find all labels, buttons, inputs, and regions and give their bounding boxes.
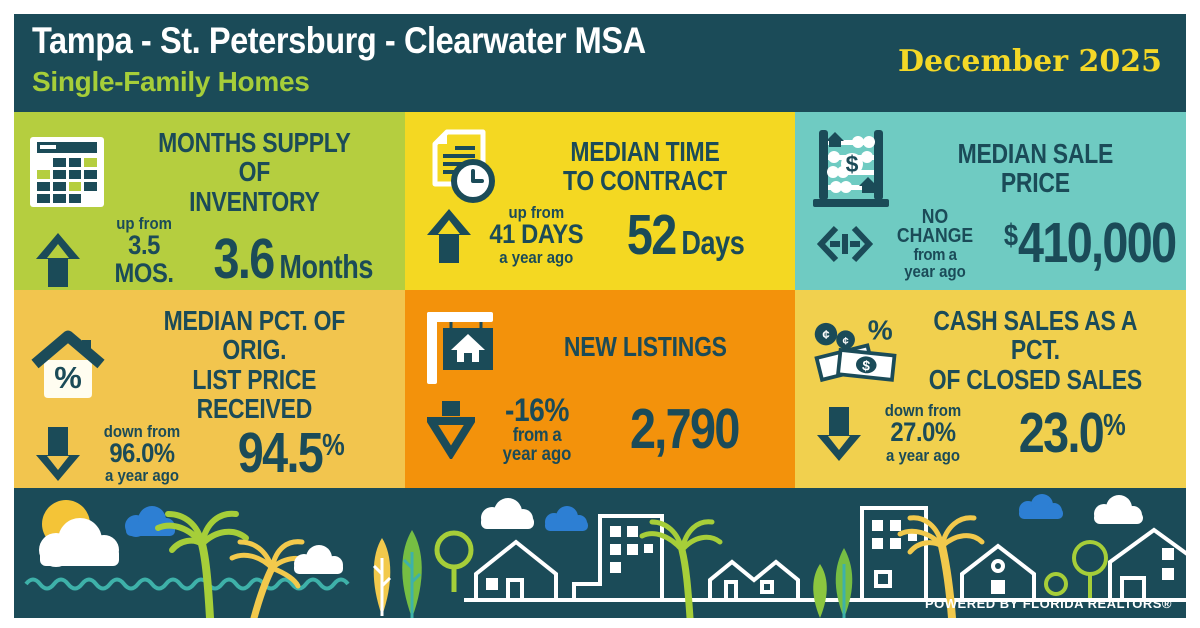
page-title: Tampa - St. Petersburg - Clearwater MSA	[32, 20, 646, 61]
metric-value: 3.6 Months	[213, 227, 374, 290]
year-ago-change: down from 96.0% a year ago	[103, 421, 181, 486]
teardrop-tree-icon	[813, 548, 853, 618]
svg-text:$: $	[862, 357, 872, 374]
cloud-icon	[481, 498, 534, 529]
year-ago-change: up from 3.5 MOS. a year ago	[107, 214, 181, 290]
metric-value: $410,000	[1004, 211, 1177, 276]
down-arrow-icon	[426, 400, 475, 459]
house-percent-icon: %	[30, 328, 116, 402]
round-tree-icon	[1044, 540, 1108, 598]
svg-text:$: $	[846, 151, 859, 177]
tile-title: CASH SALES AS A PCT. OF CLOSED SALES	[929, 305, 1143, 395]
document-clock-icon	[421, 128, 507, 204]
svg-text:¢: ¢	[823, 327, 830, 342]
tile-median-sale-price: $ MEDIAN SALE PRICE	[795, 112, 1186, 290]
stat-tiles: MONTHS SUPPLY OF INVENTORY up from 3.5 MO…	[14, 112, 1186, 488]
up-arrow-icon	[426, 208, 471, 263]
teardrop-tree-icon	[372, 538, 392, 616]
building-icon	[572, 514, 664, 600]
tile-median-time-to-contract: MEDIAN TIME TO CONTRACT up from 41 DAYS a…	[404, 112, 796, 290]
up-arrow-icon	[36, 233, 80, 288]
house-icon	[1108, 527, 1186, 602]
cash-icon: % ¢ ¢ $	[811, 311, 897, 389]
tile-title: MEDIAN PCT. OF ORIG. LIST PRICE RECEIVED	[163, 305, 346, 425]
house-icon	[960, 543, 1036, 600]
svg-text:¢: ¢	[843, 335, 849, 347]
cityscape-illustration: POWERED BY FLORIDA REALTORS®	[14, 488, 1186, 618]
teardrop-tree-icon	[402, 530, 422, 618]
cloud-icon	[39, 518, 119, 567]
svg-text:%: %	[54, 360, 82, 395]
metric-value: 2,790	[629, 396, 740, 461]
header: Tampa - St. Petersburg - Clearwater MSA …	[14, 14, 1186, 112]
tile-cash-sales-pct: % ¢ ¢ $ CAS	[795, 290, 1186, 488]
listing-sign-icon	[421, 306, 507, 388]
year-ago-change: up from 41 DAYS a year ago	[489, 203, 583, 267]
powered-by-label: POWERED BY FLORIDA REALTORS®	[925, 596, 1172, 611]
year-ago-change: -16% from a year ago	[502, 392, 572, 465]
calendar-icon	[30, 137, 116, 208]
down-arrow-icon	[36, 426, 80, 481]
tile-new-listings: NEW LISTINGS -16% from a year ago 2,790	[404, 290, 796, 488]
cloud-icon	[1019, 494, 1063, 519]
palm-tree-icon	[229, 539, 315, 618]
metric-value: 52 Days	[626, 202, 745, 267]
svg-text:%: %	[868, 315, 893, 346]
wave-line	[24, 577, 350, 591]
tile-title: NEW LISTINGS	[563, 331, 727, 363]
report-period: December 2025	[897, 44, 1162, 79]
palm-tree-icon	[639, 519, 723, 618]
tile-title: MEDIAN TIME TO CONTRACT	[563, 135, 727, 196]
metric-value: 94.5%	[237, 420, 345, 485]
tile-median-pct-list-price: % MEDIAN PCT. OF ORIG. LIST PRICE RECEIVE…	[14, 290, 405, 488]
no-change-icon	[817, 226, 874, 263]
tile-months-supply: MONTHS SUPPLY OF INVENTORY up from 3.5 MO…	[14, 112, 405, 290]
down-arrow-icon	[817, 406, 862, 461]
year-ago-change: NO CHANGE from a year ago	[897, 206, 974, 282]
year-ago-change: down from 27.0% a year ago	[885, 401, 962, 465]
page-subtitle: Single-Family Homes	[32, 66, 310, 97]
abacus-icon: $	[811, 128, 897, 208]
building-icon	[860, 506, 928, 600]
palm-tree-icon	[155, 510, 249, 618]
cloud-icon	[1094, 495, 1143, 524]
palm-tree-icon	[897, 515, 985, 618]
round-tree-icon	[434, 530, 474, 592]
metric-value: 23.0%	[1019, 400, 1127, 465]
house-icon	[464, 539, 558, 602]
tile-title: MEDIAN SALE PRICE	[957, 137, 1114, 198]
cloud-icon	[545, 506, 588, 531]
tile-title: MONTHS SUPPLY OF INVENTORY	[158, 127, 351, 217]
cloud-icon	[294, 545, 343, 574]
row-houses-icon	[708, 559, 800, 602]
